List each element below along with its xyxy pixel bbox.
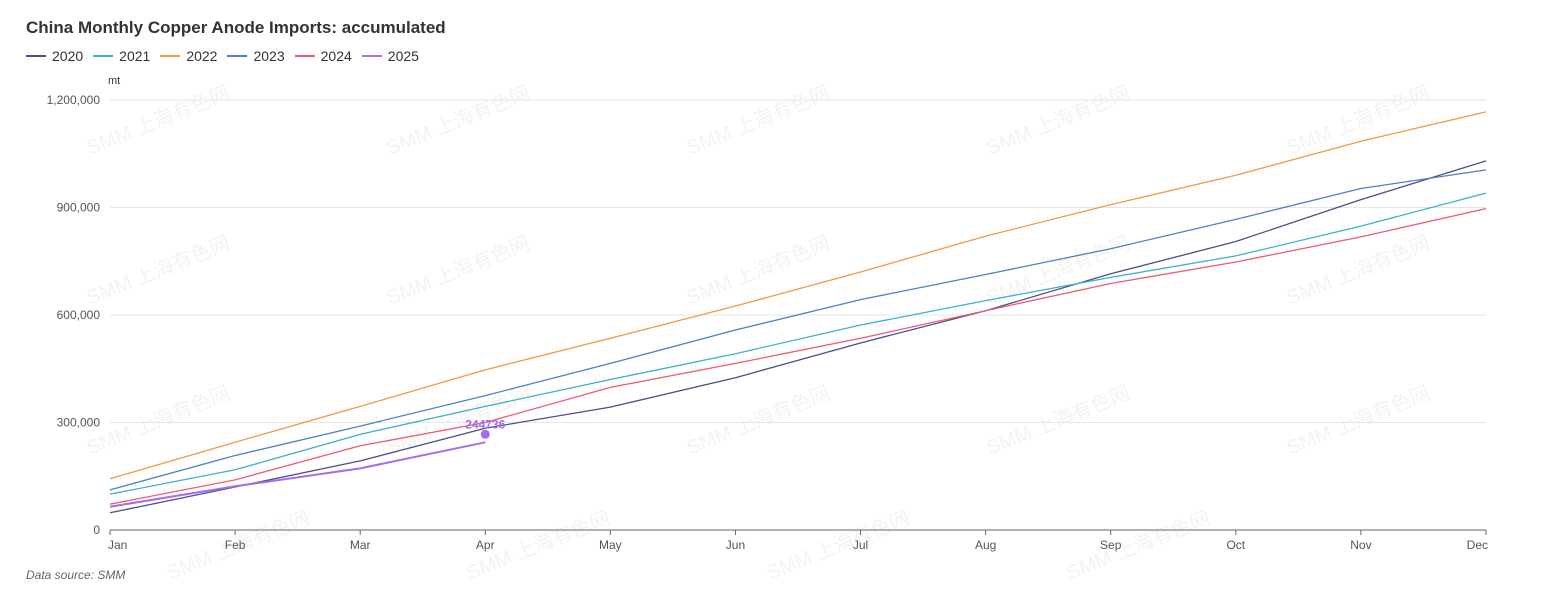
legend-label: 2021 [119,48,151,64]
legend-item-2021[interactable]: 2021 [93,48,150,64]
x-tick-label: Dec [1467,538,1488,552]
x-tick-label: Feb [225,538,246,552]
watermark: SMM 上海有色网 [683,381,833,459]
y-tick-label: 1,200,000 [47,93,101,107]
legend-swatch [93,55,114,57]
watermark: SMM 上海有色网 [763,506,913,584]
watermark: SMM 上海有色网 [683,81,833,159]
series-line-2022 [109,111,1487,480]
watermark: SMM 上海有色网 [383,231,533,309]
legend-item-2025[interactable]: 2025 [361,48,419,64]
legend-swatch [227,55,248,57]
chart-legend: 2020 2021 2022 2023 2024 2025 [26,48,419,64]
series-line-2024 [109,207,1487,505]
legend-swatch [361,55,382,57]
legend-label: 2024 [320,48,352,64]
watermark: SMM 上海有色网 [1283,81,1433,159]
x-tick-label: Jun [726,538,745,552]
series-line-2020 [109,160,1487,514]
y-axis-unit: mt [108,75,120,87]
watermark: SMM 上海有色网 [983,81,1133,159]
legend-swatch [294,55,315,57]
legend-label: 2020 [52,48,84,64]
legend-label: 2025 [387,48,419,64]
watermark: SMM 上海有色网 [1283,381,1433,459]
watermark: SMM 上海有色网 [83,231,233,309]
x-tick-label: Jan [108,538,127,552]
series-line-2021 [109,192,1487,495]
watermark: SMM 上海有色网 [83,381,233,459]
x-tick-label: Apr [476,538,495,552]
x-tick-label: Oct [1226,538,1245,552]
legend-item-2022[interactable]: 2022 [160,48,217,64]
legend-item-2020[interactable]: 2020 [26,48,83,64]
watermark: SMM 上海有色网 [1063,506,1213,584]
x-tick-label: Jul [853,538,868,552]
x-tick-label: Nov [1350,538,1371,552]
y-tick-label: 300,000 [57,416,101,430]
data-label: 244736 [465,417,505,431]
data-point-marker [480,429,490,439]
series-line-2025 [109,441,486,508]
data-source-note: Data source: SMM [26,568,126,582]
watermark: SMM 上海有色网 [683,231,833,309]
x-tick-label: May [599,538,622,552]
x-tick-label: Aug [975,538,996,552]
x-tick-label: Sep [1100,538,1122,552]
legend-label: 2022 [186,48,218,64]
y-tick-label: 0 [93,523,100,537]
legend-swatch [26,55,46,57]
legend-swatch [160,55,181,57]
watermark: SMM 上海有色网 [383,81,533,159]
series-line-2023 [109,169,1487,491]
watermark: SMM 上海有色网 [1283,231,1433,309]
watermark: SMM 上海有色网 [983,381,1133,459]
watermark: SMM 上海有色网 [83,81,233,159]
chart-title: China Monthly Copper Anode Imports: accu… [26,18,446,37]
legend-item-2024[interactable]: 2024 [294,48,352,64]
y-tick-label: 900,000 [57,201,101,215]
legend-label: 2023 [253,48,285,64]
y-tick-label: 600,000 [57,308,101,322]
x-tick-label: Mar [350,538,371,552]
legend-item-2023[interactable]: 2023 [227,48,285,64]
